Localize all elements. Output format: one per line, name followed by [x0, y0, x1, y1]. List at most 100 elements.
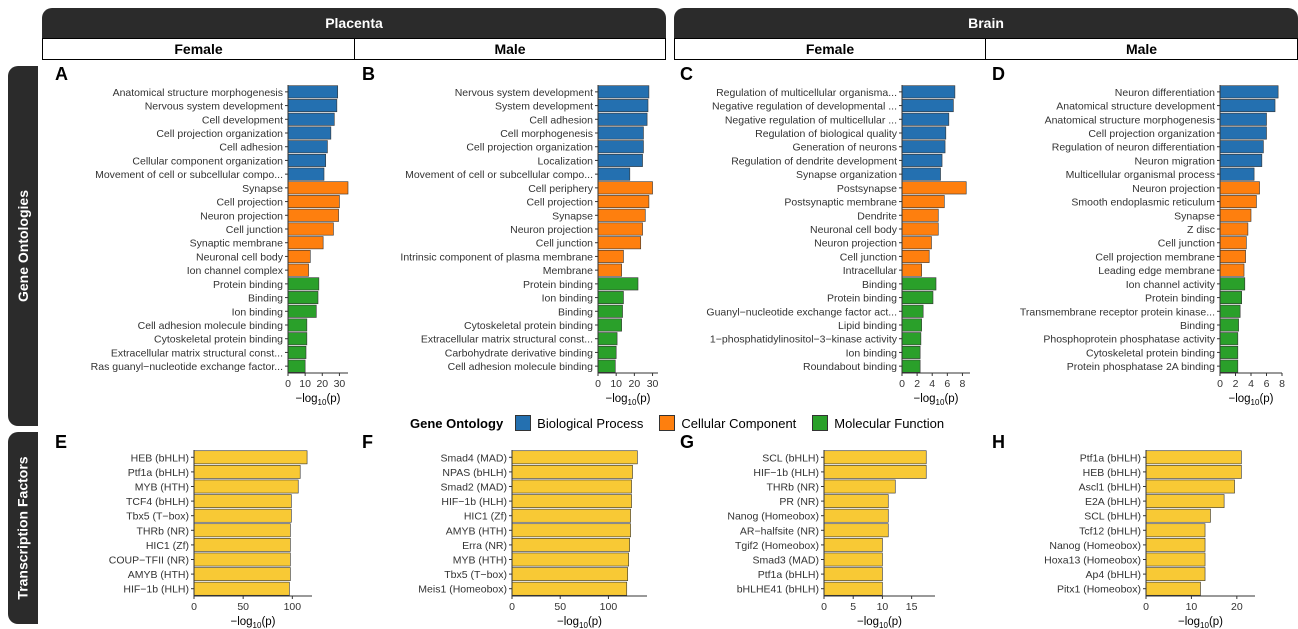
- x-tick-label: 4: [1248, 378, 1254, 390]
- category-label: Tcf12 (bHLH): [1079, 525, 1141, 537]
- bar: [1220, 113, 1267, 125]
- x-axis-label: −log10(p): [857, 616, 902, 629]
- bar: [598, 127, 643, 139]
- bar: [1220, 182, 1260, 194]
- panel-letter: E: [55, 432, 67, 452]
- bar: [288, 86, 338, 98]
- bar: [1220, 99, 1275, 111]
- category-label: TCF4 (bHLH): [126, 496, 189, 508]
- category-label: Cell projection: [526, 197, 593, 209]
- bar: [288, 264, 309, 276]
- category-label: Regulation of multicellular organisma...: [716, 87, 897, 99]
- bar: [824, 524, 888, 537]
- category-label: HEB (bHLH): [131, 452, 189, 464]
- category-label: HIF−1b (HLH): [441, 496, 507, 508]
- category-label: AMYB (HTH): [446, 525, 507, 537]
- category-label: Cell projection: [216, 197, 283, 209]
- category-label: Ras guanyl−nucleotide exchange factor...: [91, 361, 283, 373]
- x-tick-label: 6: [1264, 378, 1270, 390]
- x-axis-label: −log10(p): [230, 616, 275, 629]
- category-label: Protein binding: [1145, 293, 1215, 305]
- category-label: MYB (HTH): [453, 555, 507, 567]
- bar: [902, 278, 936, 290]
- bar: [824, 495, 888, 508]
- category-label: SCL (bHLH): [762, 452, 819, 464]
- category-label: NPAS (bHLH): [442, 467, 507, 479]
- bar: [1220, 264, 1244, 276]
- x-tick-label: 0: [1143, 601, 1149, 613]
- x-tick-label: 20: [629, 378, 641, 390]
- bar: [902, 223, 938, 235]
- x-tick-label: 0: [899, 378, 905, 390]
- category-label: Movement of cell or subcellular compo...: [95, 169, 283, 181]
- category-label: Cell adhesion: [219, 142, 283, 154]
- category-label: Negative regulation of developmental ...: [712, 101, 897, 113]
- bar: [824, 538, 882, 551]
- bar: [1146, 495, 1224, 508]
- bar: [598, 168, 630, 180]
- bar: [1146, 582, 1201, 595]
- category-label: Neuronal cell body: [810, 224, 898, 236]
- x-tick-label: 0: [1217, 378, 1223, 390]
- bar: [902, 99, 953, 111]
- bar: [902, 113, 949, 125]
- category-label: Cell morphogenesis: [500, 128, 593, 140]
- category-label: Neuron differentiation: [1115, 87, 1215, 99]
- category-label: MYB (HTH): [135, 482, 189, 494]
- category-label: Neuron migration: [1134, 155, 1215, 167]
- category-label: Extracellular matrix structural const...: [111, 347, 283, 359]
- category-label: Nervous system development: [145, 101, 283, 113]
- category-label: Hoxa13 (Homeobox): [1044, 555, 1141, 567]
- category-label: Ascl1 (bHLH): [1079, 482, 1141, 494]
- category-label: Synapse organization: [796, 169, 897, 181]
- category-label: Generation of neurons: [793, 142, 898, 154]
- category-label: Smad3 (MAD): [752, 555, 819, 567]
- bar: [902, 182, 966, 194]
- category-label: Ap4 (bHLH): [1086, 569, 1141, 581]
- bar: [288, 250, 310, 262]
- x-axis-label: −log10(p): [913, 393, 958, 407]
- bar: [1220, 237, 1246, 249]
- x-axis-label: −log10(p): [1228, 393, 1273, 407]
- category-label: Binding: [558, 306, 593, 318]
- category-label: Ion binding: [542, 293, 594, 305]
- bar: [288, 333, 307, 345]
- bar: [288, 141, 327, 153]
- x-tick-label: 20: [316, 378, 328, 390]
- bar: [1220, 278, 1245, 290]
- category-label: Ion binding: [846, 347, 898, 359]
- category-label: Roundabout binding: [803, 361, 897, 373]
- category-label: Neuronal cell body: [196, 251, 284, 263]
- category-label: Cellular component organization: [132, 155, 283, 167]
- category-label: Cell adhesion molecule binding: [138, 320, 284, 332]
- bar: [1146, 568, 1205, 581]
- x-tick-label: 4: [929, 378, 935, 390]
- bar: [824, 568, 882, 581]
- category-label: Meis1 (Homeobox): [418, 584, 507, 596]
- bar: [1220, 168, 1254, 180]
- category-label: HIC1 (Zf): [146, 540, 189, 552]
- panel-letter: C: [680, 64, 693, 84]
- category-label: Ion channel activity: [1126, 279, 1216, 291]
- bar: [902, 154, 942, 166]
- bar: [598, 319, 622, 331]
- category-label: Cell junction: [1158, 238, 1215, 250]
- panel-a: AAnatomical structure morphogenesisNervo…: [55, 64, 348, 407]
- bar: [288, 278, 319, 290]
- bar: [194, 568, 290, 581]
- bar: [598, 305, 623, 317]
- bar: [902, 86, 955, 98]
- category-label: Binding: [248, 293, 283, 305]
- category-label: SCL (bHLH): [1084, 511, 1141, 523]
- bar: [598, 182, 653, 194]
- bar: [288, 168, 324, 180]
- x-tick-label: 8: [1279, 378, 1285, 390]
- bar: [598, 99, 648, 111]
- bar: [194, 509, 291, 522]
- panel-e: E HEB (bHLH) Ptf1a (bHLH) MYB (HTH) TCF4 (bH…: [55, 432, 312, 629]
- bar: [1146, 553, 1205, 566]
- category-label: Smooth endoplasmic reticulum: [1071, 197, 1215, 209]
- category-label: AMYB (HTH): [128, 569, 189, 581]
- bar: [1220, 319, 1239, 331]
- category-label: Z disc: [1187, 224, 1215, 236]
